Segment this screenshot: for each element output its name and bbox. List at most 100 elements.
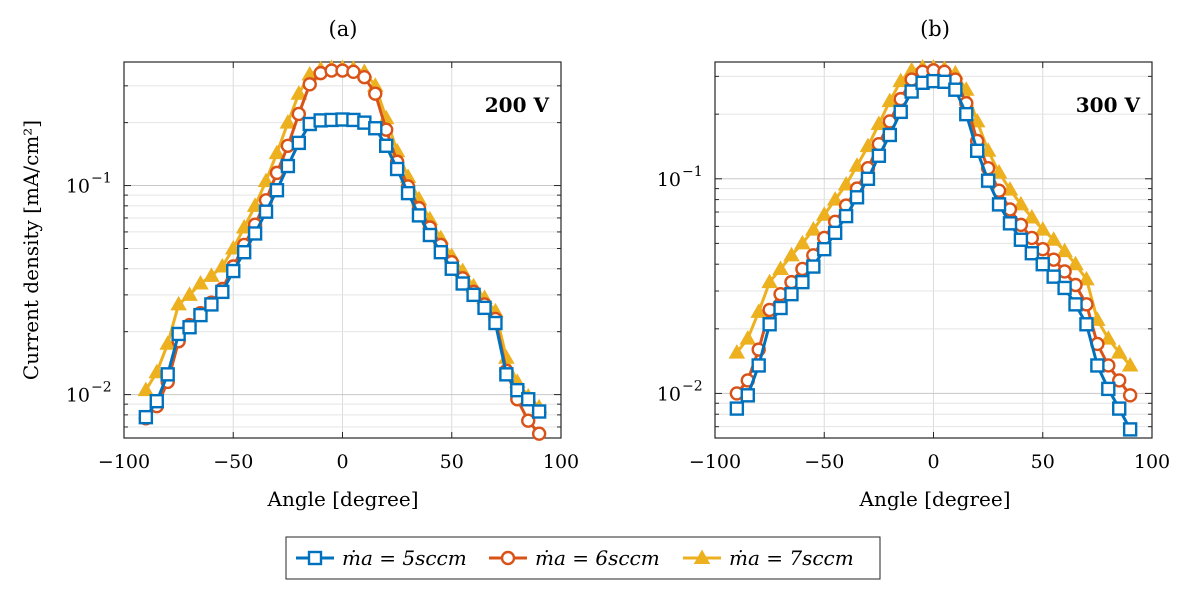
data-point-s7 [246,197,264,212]
data-point-s6 [357,69,372,85]
data-point-s5 [795,274,810,290]
x-axis-label-a: Angle [degree] [267,487,419,511]
data-point-s7 [1001,181,1019,196]
grid [714,62,1153,438]
legend-label: ṁa = 6sccm [535,546,660,570]
data-point-s7 [1100,330,1117,345]
y-tick-exponent: −1 [682,164,703,180]
x-tick-label: 0 [336,451,348,473]
data-point-s7 [881,92,899,108]
legend-item-s5: ṁa = 5sccm [296,546,467,570]
data-point-s7 [837,176,855,191]
data-point-s7 [859,137,877,153]
data-point-s7 [192,274,209,290]
data-point-s7 [772,260,789,275]
legend-item-s6: ṁa = 6sccm [489,546,660,570]
data-point-s6 [302,77,317,92]
data-point-s6 [368,86,383,101]
data-point-s5 [1122,422,1138,437]
data-point-s7 [203,267,220,282]
data-point-s5 [817,241,832,257]
data-point-s7 [257,172,275,188]
data-point-s5 [531,404,547,419]
data-point-s5 [499,367,514,382]
x-tick-label: 100 [543,451,579,473]
data-point-s5 [193,307,208,323]
data-point-s7 [1023,209,1041,224]
data-point-s7 [848,157,866,172]
data-point-s7 [870,115,888,130]
data-point-s5 [838,208,854,224]
data-point-s5 [477,300,492,316]
data-point-s7 [1110,344,1128,359]
data-point-s7 [235,218,253,234]
data-point-s7 [892,72,910,88]
series-s5 [729,73,1138,437]
data-point-s6 [1112,373,1127,388]
data-point-s5 [849,190,865,205]
data-point-s7 [990,163,1008,179]
data-point-s5 [773,300,788,316]
data-point-s7 [739,330,757,345]
data-point-s5 [247,226,263,241]
panel-a-title: (a) [329,17,358,41]
data-point-s5 [368,121,383,136]
series-s5 [138,112,547,425]
data-point-s5 [444,261,459,276]
data-point-s5 [379,138,394,153]
legend: ṁa = 5sccm ṁa = 6sccm ṁa = 7sccm [285,536,881,580]
data-point-s7 [1121,356,1139,372]
data-point-s6 [346,64,361,80]
data-point-s7 [1045,231,1062,246]
data-point-s5 [510,382,525,398]
data-point-s5 [959,106,974,122]
data-point-s5 [893,104,908,120]
data-point-s5 [1002,216,1018,231]
data-point-s5 [389,161,405,177]
y-axis-label: Current density [mA/cm²] [19,120,43,380]
data-point-s5 [991,197,1007,212]
x-tick-label: −100 [689,451,741,473]
data-point-s5 [860,171,876,186]
data-point-s5 [258,204,274,219]
x-tick-label: 100 [1134,451,1170,473]
data-point-s7 [957,81,975,96]
data-point-s7 [761,273,778,289]
data-point-s5 [806,259,821,274]
data-point-s7 [794,234,811,250]
data-point-s5 [980,173,996,188]
x-tick-label: −50 [804,451,844,473]
data-point-s5 [871,148,887,163]
data-point-s7 [1056,242,1073,258]
legend-item-s7: ṁa = 7sccm [683,546,854,570]
data-point-s7 [148,363,166,379]
data-point-s7 [268,144,286,160]
data-point-s5 [751,358,766,373]
data-point-s7 [279,114,297,129]
data-point-s5 [1013,232,1029,247]
data-point-s5 [215,284,230,300]
data-point-s5 [1035,257,1050,272]
data-point-s5 [1046,269,1061,284]
y-tick-exponent: −2 [91,380,112,396]
data-point-s5 [422,227,438,243]
data-point-s5 [1101,381,1116,397]
panel-b-title: (b) [920,17,950,41]
data-point-s5 [740,388,755,403]
data-point-s5 [488,315,503,331]
data-point-s5 [1090,358,1105,373]
data-point-s5 [1112,401,1127,416]
data-point-s5 [937,74,952,90]
data-point-s5 [1079,317,1094,332]
data-point-s7 [224,239,242,255]
data-point-s7 [750,303,767,318]
data-point-s5 [269,183,285,198]
data-point-s5 [521,392,536,407]
data-point-s6 [291,106,306,122]
data-point-s7 [214,257,231,273]
data-point-s6 [521,413,536,428]
data-point-s5 [729,401,745,416]
data-point-s7 [159,335,176,350]
